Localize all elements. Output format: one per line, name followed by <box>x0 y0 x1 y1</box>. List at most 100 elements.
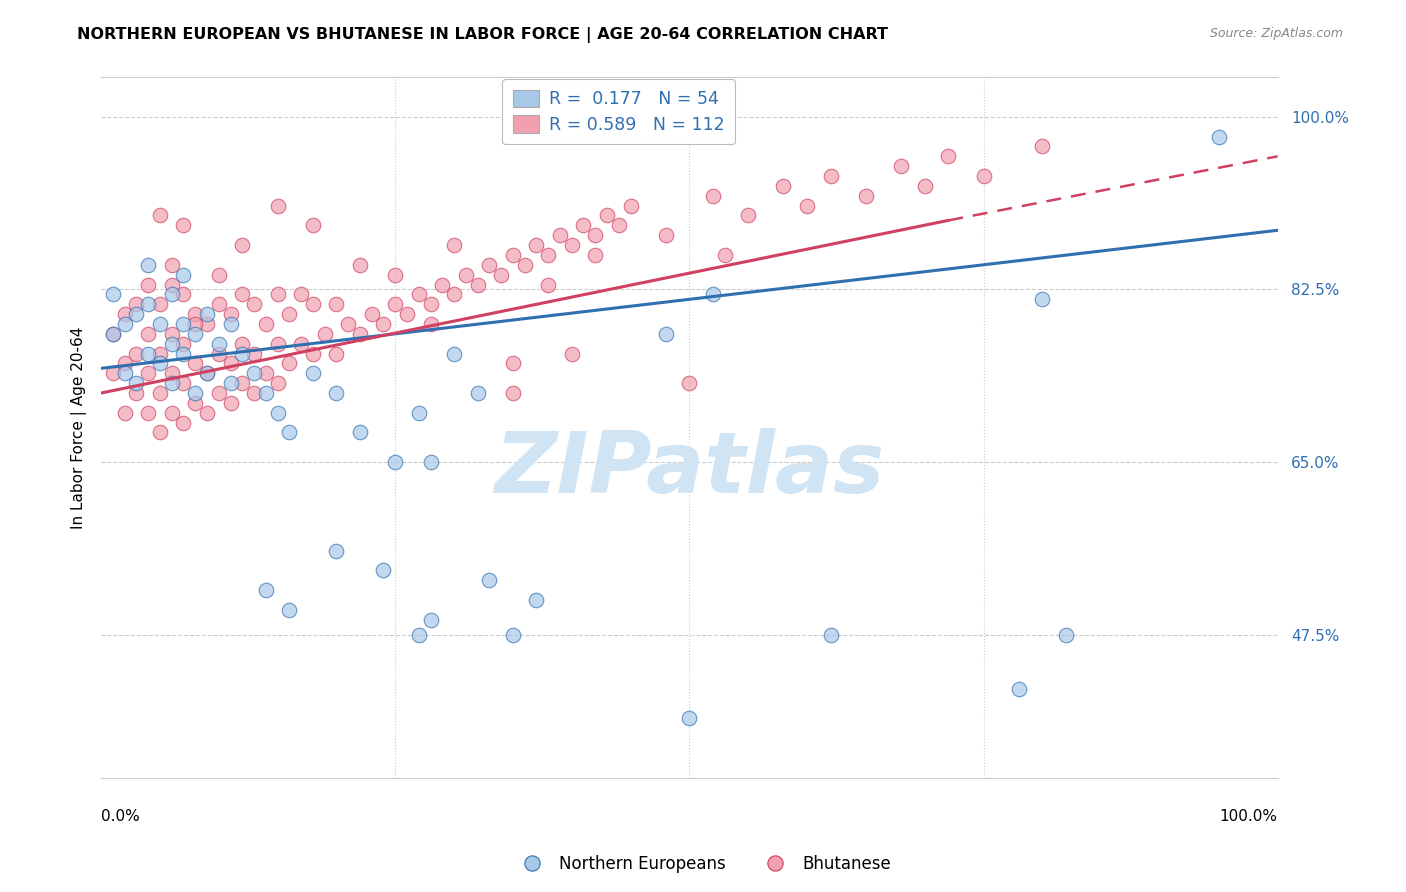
Point <box>619 199 641 213</box>
Point <box>149 425 172 440</box>
Point <box>149 386 172 401</box>
Point <box>184 326 207 341</box>
Point <box>302 219 325 233</box>
Point <box>136 346 159 360</box>
Point <box>184 307 207 321</box>
Point <box>184 356 207 370</box>
Point <box>678 711 700 725</box>
Point <box>266 199 288 213</box>
Point <box>314 326 336 341</box>
Point <box>231 336 253 351</box>
Point <box>114 356 136 370</box>
Point <box>1054 627 1077 641</box>
Point <box>290 287 312 301</box>
Point <box>467 386 489 401</box>
Point <box>373 564 395 578</box>
Point <box>266 336 288 351</box>
Point <box>160 326 183 341</box>
Point <box>454 268 477 282</box>
Point <box>195 366 218 380</box>
Point <box>478 258 501 272</box>
Legend: R =  0.177   N = 54, R = 0.589   N = 112: R = 0.177 N = 54, R = 0.589 N = 112 <box>502 79 735 145</box>
Point <box>607 219 630 233</box>
Point <box>443 238 465 252</box>
Point <box>208 336 231 351</box>
Point <box>136 258 159 272</box>
Point <box>160 336 183 351</box>
Point <box>583 248 606 262</box>
Point <box>478 574 501 588</box>
Point <box>125 297 148 311</box>
Point <box>290 336 312 351</box>
Point <box>219 317 242 331</box>
Point <box>526 593 548 607</box>
Point <box>231 376 253 391</box>
Point <box>655 228 678 243</box>
Point <box>302 297 325 311</box>
Point <box>254 583 277 598</box>
Point <box>596 209 619 223</box>
Point <box>266 376 288 391</box>
Point <box>548 228 571 243</box>
Point <box>302 366 325 380</box>
Point <box>408 627 430 641</box>
Point <box>373 317 395 331</box>
Point <box>278 425 301 440</box>
Text: 100.0%: 100.0% <box>1219 809 1278 824</box>
Point <box>254 386 277 401</box>
Point <box>502 248 524 262</box>
Point <box>160 366 183 380</box>
Text: Source: ZipAtlas.com: Source: ZipAtlas.com <box>1209 27 1343 40</box>
Point <box>561 238 583 252</box>
Point <box>384 268 406 282</box>
Point <box>125 307 148 321</box>
Point <box>384 297 406 311</box>
Point <box>266 287 288 301</box>
Point <box>325 297 347 311</box>
Point <box>254 366 277 380</box>
Point <box>419 317 441 331</box>
Point <box>820 627 842 641</box>
Point <box>208 346 231 360</box>
Point <box>184 386 207 401</box>
Point <box>408 406 430 420</box>
Point <box>125 376 148 391</box>
Point <box>349 258 371 272</box>
Point <box>278 356 301 370</box>
Point <box>337 317 360 331</box>
Point <box>266 406 288 420</box>
Point <box>702 188 724 202</box>
Point <box>136 277 159 292</box>
Point <box>114 366 136 380</box>
Point <box>1031 293 1053 307</box>
Point <box>513 258 536 272</box>
Point <box>443 287 465 301</box>
Point <box>149 209 172 223</box>
Point <box>136 406 159 420</box>
Point <box>101 366 124 380</box>
Point <box>678 376 700 391</box>
Point <box>502 386 524 401</box>
Point <box>173 346 195 360</box>
Point <box>173 268 195 282</box>
Point <box>419 613 441 627</box>
Point <box>384 455 406 469</box>
Point <box>502 356 524 370</box>
Point <box>149 297 172 311</box>
Point <box>278 603 301 617</box>
Legend: Northern Europeans, Bhutanese: Northern Europeans, Bhutanese <box>509 848 897 880</box>
Point <box>408 287 430 301</box>
Point <box>125 386 148 401</box>
Point <box>713 248 735 262</box>
Point <box>208 297 231 311</box>
Point <box>737 209 759 223</box>
Point <box>702 287 724 301</box>
Point <box>136 297 159 311</box>
Point <box>973 169 995 183</box>
Point <box>537 277 560 292</box>
Point <box>219 356 242 370</box>
Point <box>526 238 548 252</box>
Point <box>101 287 124 301</box>
Point <box>173 376 195 391</box>
Point <box>195 406 218 420</box>
